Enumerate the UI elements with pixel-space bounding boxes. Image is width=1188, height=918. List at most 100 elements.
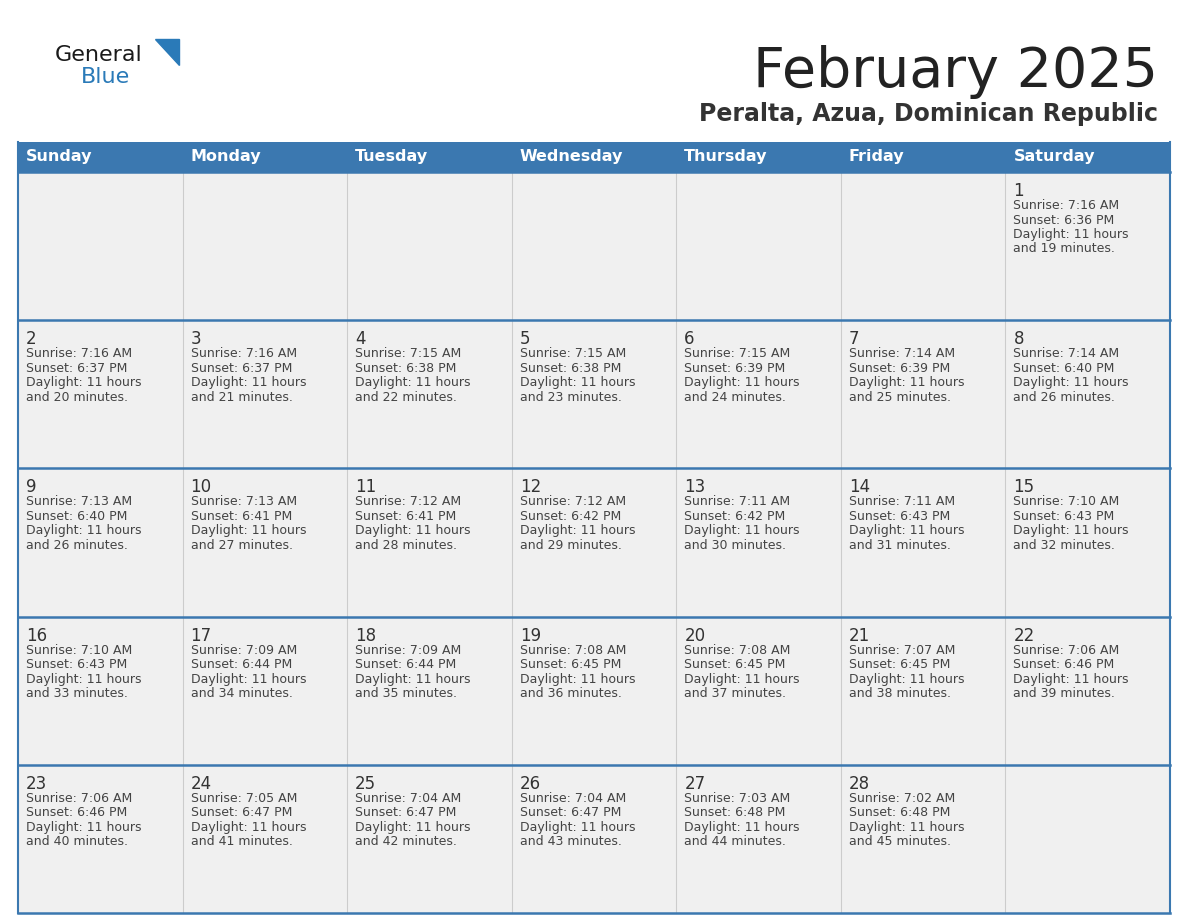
Text: 24: 24: [190, 775, 211, 793]
Text: 28: 28: [849, 775, 870, 793]
Text: Sunrise: 7:14 AM: Sunrise: 7:14 AM: [1013, 347, 1119, 360]
Text: 5: 5: [519, 330, 530, 348]
Text: Sunset: 6:42 PM: Sunset: 6:42 PM: [519, 509, 621, 523]
Text: Sunset: 6:47 PM: Sunset: 6:47 PM: [519, 806, 621, 819]
Text: Sunrise: 7:15 AM: Sunrise: 7:15 AM: [355, 347, 461, 360]
Text: Sunset: 6:47 PM: Sunset: 6:47 PM: [355, 806, 456, 819]
Text: Daylight: 11 hours: Daylight: 11 hours: [519, 821, 636, 834]
Text: Daylight: 11 hours: Daylight: 11 hours: [849, 524, 965, 537]
Text: Daylight: 11 hours: Daylight: 11 hours: [355, 673, 470, 686]
Text: and 35 minutes.: and 35 minutes.: [355, 687, 457, 700]
Text: 18: 18: [355, 627, 377, 644]
Text: Sunset: 6:40 PM: Sunset: 6:40 PM: [1013, 362, 1114, 375]
Text: February 2025: February 2025: [753, 45, 1158, 99]
Text: and 20 minutes.: and 20 minutes.: [26, 391, 128, 404]
Text: Daylight: 11 hours: Daylight: 11 hours: [849, 821, 965, 834]
Text: Daylight: 11 hours: Daylight: 11 hours: [355, 821, 470, 834]
Text: Sunset: 6:48 PM: Sunset: 6:48 PM: [849, 806, 950, 819]
Bar: [18, 617, 1170, 765]
Text: Sunrise: 7:10 AM: Sunrise: 7:10 AM: [26, 644, 132, 656]
Text: and 31 minutes.: and 31 minutes.: [849, 539, 950, 552]
Text: Daylight: 11 hours: Daylight: 11 hours: [684, 524, 800, 537]
Text: 7: 7: [849, 330, 859, 348]
Text: 23: 23: [26, 775, 48, 793]
Text: and 26 minutes.: and 26 minutes.: [26, 539, 128, 552]
Text: 20: 20: [684, 627, 706, 644]
Text: 12: 12: [519, 478, 541, 497]
Text: Sunrise: 7:16 AM: Sunrise: 7:16 AM: [26, 347, 132, 360]
Text: Sunrise: 7:09 AM: Sunrise: 7:09 AM: [190, 644, 297, 656]
Text: and 39 minutes.: and 39 minutes.: [1013, 687, 1116, 700]
Text: Daylight: 11 hours: Daylight: 11 hours: [1013, 524, 1129, 537]
Text: and 40 minutes.: and 40 minutes.: [26, 835, 128, 848]
Text: Sunset: 6:45 PM: Sunset: 6:45 PM: [519, 658, 621, 671]
Text: and 29 minutes.: and 29 minutes.: [519, 539, 621, 552]
Text: Sunset: 6:37 PM: Sunset: 6:37 PM: [190, 362, 292, 375]
Text: Sunset: 6:43 PM: Sunset: 6:43 PM: [849, 509, 950, 523]
Text: Daylight: 11 hours: Daylight: 11 hours: [1013, 376, 1129, 389]
Text: Saturday: Saturday: [1013, 150, 1095, 164]
Text: 2: 2: [26, 330, 37, 348]
Text: 27: 27: [684, 775, 706, 793]
Text: Sunset: 6:46 PM: Sunset: 6:46 PM: [26, 806, 127, 819]
Text: and 38 minutes.: and 38 minutes.: [849, 687, 950, 700]
Text: and 37 minutes.: and 37 minutes.: [684, 687, 786, 700]
Text: and 44 minutes.: and 44 minutes.: [684, 835, 786, 848]
Text: Sunrise: 7:07 AM: Sunrise: 7:07 AM: [849, 644, 955, 656]
Bar: [18, 765, 1170, 913]
Text: 15: 15: [1013, 478, 1035, 497]
Text: Sunrise: 7:15 AM: Sunrise: 7:15 AM: [684, 347, 790, 360]
Bar: [18, 320, 1170, 468]
Text: 6: 6: [684, 330, 695, 348]
Text: and 32 minutes.: and 32 minutes.: [1013, 539, 1116, 552]
Text: General: General: [55, 45, 143, 65]
Text: Daylight: 11 hours: Daylight: 11 hours: [190, 821, 307, 834]
Text: Sunrise: 7:05 AM: Sunrise: 7:05 AM: [190, 792, 297, 805]
Text: 3: 3: [190, 330, 201, 348]
Text: and 34 minutes.: and 34 minutes.: [190, 687, 292, 700]
Text: Sunrise: 7:12 AM: Sunrise: 7:12 AM: [519, 496, 626, 509]
Text: Daylight: 11 hours: Daylight: 11 hours: [355, 524, 470, 537]
Text: Daylight: 11 hours: Daylight: 11 hours: [190, 524, 307, 537]
Polygon shape: [154, 39, 179, 65]
Text: Sunset: 6:40 PM: Sunset: 6:40 PM: [26, 509, 127, 523]
Text: Sunset: 6:38 PM: Sunset: 6:38 PM: [355, 362, 456, 375]
Text: Sunrise: 7:13 AM: Sunrise: 7:13 AM: [190, 496, 297, 509]
Text: Sunrise: 7:14 AM: Sunrise: 7:14 AM: [849, 347, 955, 360]
Text: Daylight: 11 hours: Daylight: 11 hours: [1013, 228, 1129, 241]
Text: 22: 22: [1013, 627, 1035, 644]
Text: 25: 25: [355, 775, 377, 793]
Text: Daylight: 11 hours: Daylight: 11 hours: [684, 821, 800, 834]
Text: Sunset: 6:48 PM: Sunset: 6:48 PM: [684, 806, 785, 819]
Text: Sunrise: 7:08 AM: Sunrise: 7:08 AM: [684, 644, 791, 656]
Text: Sunrise: 7:02 AM: Sunrise: 7:02 AM: [849, 792, 955, 805]
Text: 8: 8: [1013, 330, 1024, 348]
Text: Daylight: 11 hours: Daylight: 11 hours: [1013, 673, 1129, 686]
Text: Sunrise: 7:10 AM: Sunrise: 7:10 AM: [1013, 496, 1119, 509]
Bar: [18, 172, 1170, 320]
Text: 21: 21: [849, 627, 870, 644]
Text: Sunrise: 7:13 AM: Sunrise: 7:13 AM: [26, 496, 132, 509]
Text: Daylight: 11 hours: Daylight: 11 hours: [26, 376, 141, 389]
Text: Sunset: 6:43 PM: Sunset: 6:43 PM: [26, 658, 127, 671]
Text: Sunset: 6:36 PM: Sunset: 6:36 PM: [1013, 214, 1114, 227]
Text: Blue: Blue: [81, 67, 131, 87]
Text: Daylight: 11 hours: Daylight: 11 hours: [26, 673, 141, 686]
Text: Sunset: 6:41 PM: Sunset: 6:41 PM: [190, 509, 292, 523]
Text: and 36 minutes.: and 36 minutes.: [519, 687, 621, 700]
Bar: [18, 142, 1170, 172]
Text: Daylight: 11 hours: Daylight: 11 hours: [26, 821, 141, 834]
Text: 14: 14: [849, 478, 870, 497]
Text: and 19 minutes.: and 19 minutes.: [1013, 242, 1116, 255]
Text: Daylight: 11 hours: Daylight: 11 hours: [355, 376, 470, 389]
Text: and 27 minutes.: and 27 minutes.: [190, 539, 292, 552]
Text: Sunday: Sunday: [26, 150, 93, 164]
Text: Sunset: 6:47 PM: Sunset: 6:47 PM: [190, 806, 292, 819]
Text: Sunrise: 7:15 AM: Sunrise: 7:15 AM: [519, 347, 626, 360]
Text: and 43 minutes.: and 43 minutes.: [519, 835, 621, 848]
Text: Sunrise: 7:06 AM: Sunrise: 7:06 AM: [1013, 644, 1119, 656]
Text: Sunset: 6:38 PM: Sunset: 6:38 PM: [519, 362, 621, 375]
Text: 10: 10: [190, 478, 211, 497]
Text: Sunset: 6:42 PM: Sunset: 6:42 PM: [684, 509, 785, 523]
Text: Sunrise: 7:03 AM: Sunrise: 7:03 AM: [684, 792, 790, 805]
